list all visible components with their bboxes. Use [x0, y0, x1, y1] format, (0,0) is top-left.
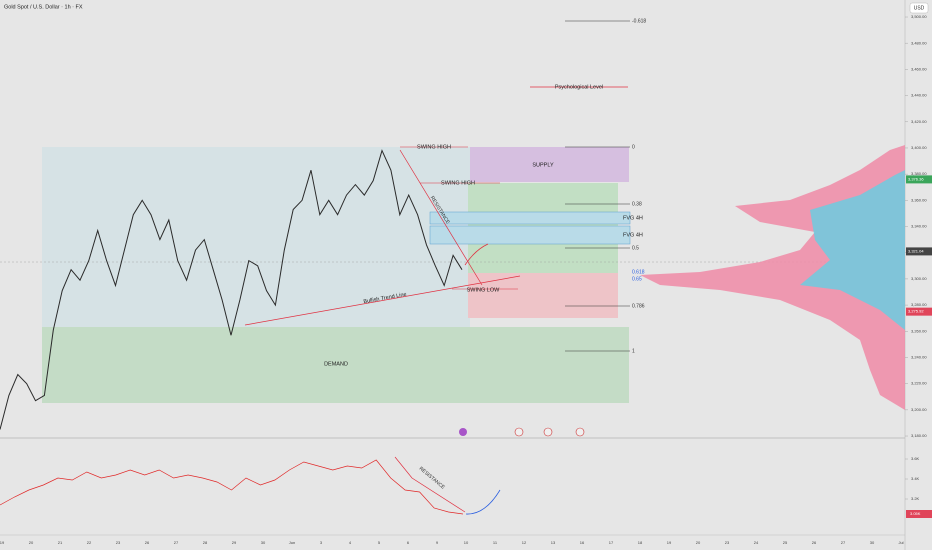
y-tick-label: 3,340.00 [911, 224, 927, 229]
x-tick-label: 3 [320, 540, 323, 545]
x-tick-label: 13 [551, 540, 556, 545]
range-box [42, 147, 470, 327]
x-tick-label: 6 [407, 540, 410, 545]
x-tick-label: Jun [289, 540, 295, 545]
x-tick-label: 9 [436, 540, 439, 545]
x-tick-label: 21 [58, 540, 63, 545]
volume-profile [800, 170, 905, 330]
x-tick-label: 30 [261, 540, 266, 545]
y-tick-label: 3,400.00 [911, 145, 927, 150]
y-tick-label: 3,420.00 [911, 119, 927, 124]
x-tick-label: 18 [638, 540, 643, 545]
x-tick-label: 16 [580, 540, 585, 545]
price-badge-label: 3,275.92 [908, 309, 924, 314]
stop-zone [468, 273, 618, 318]
y-tick-label: 3,480.00 [911, 40, 927, 45]
y-tick-label: 3.4K [911, 476, 920, 481]
x-tick-label: 10 [464, 540, 469, 545]
y-tick-label: 3,380.00 [911, 171, 927, 176]
x-tick-label: 29 [232, 540, 237, 545]
price-badge [906, 307, 932, 316]
y-tick-label: 3,460.00 [911, 66, 927, 71]
y-tick-label: 3,260.00 [911, 328, 927, 333]
x-tick-label: 26 [145, 540, 150, 545]
event-icons [459, 427, 585, 437]
price-badge-label: 3,376.36 [908, 176, 924, 181]
indicator-projection [465, 489, 501, 515]
annotation: SWING LOW [467, 287, 501, 293]
x-tick-label: 19 [0, 540, 5, 545]
y-tick-label: 3.6K [911, 456, 920, 461]
annotation: FVG 4H [623, 232, 643, 238]
x-tick-label: 22 [87, 540, 92, 545]
y-tick-label: 3,360.00 [911, 197, 927, 202]
x-tick-label: 30 [870, 540, 875, 545]
annotation: 0.5 [632, 245, 639, 251]
annotation: SWING HIGH [441, 180, 475, 186]
annotation: FVG 4H [623, 215, 643, 221]
event-icon [514, 427, 524, 437]
x-tick-label: 11 [493, 540, 498, 545]
y-tick-label: 3,300.00 [911, 276, 927, 281]
price-badge [906, 175, 932, 184]
y-tick-label: 3.2K [911, 496, 920, 501]
indicator-resistance-line [394, 456, 466, 513]
x-tick-label: Jul [898, 540, 903, 545]
annotation: 0 [632, 144, 635, 150]
x-tick-label: 19 [667, 540, 672, 545]
price-badge [906, 247, 932, 256]
annotation: Psychological Level [555, 84, 603, 90]
chart-title: Gold Spot / U.S. Dollar · 1h · FX [4, 4, 83, 10]
annotation: 0.38 [632, 201, 642, 207]
event-icon [543, 427, 553, 437]
price-badge-label: 3,321.04 [908, 248, 924, 253]
fvg-box [429, 225, 631, 245]
annotation: SUPPLY [532, 162, 554, 168]
y-tick-label: 3,200.00 [911, 407, 927, 412]
x-tick-label: 23 [116, 540, 121, 545]
annotation: 0.618 [632, 269, 645, 275]
fib-lines [565, 20, 630, 352]
currency[interactable]: USD [914, 5, 925, 11]
resistance-line [399, 149, 483, 286]
x-tick-label: 26 [812, 540, 817, 545]
event-icon [459, 428, 467, 436]
x-tick-label: 25 [783, 540, 788, 545]
supply-zone [470, 147, 629, 182]
y-tick-label: 3,280.00 [911, 302, 927, 307]
annotation: -0.618 [632, 18, 646, 24]
projection-arrow [464, 243, 489, 266]
currency-button[interactable] [909, 2, 929, 14]
x-tick-label: 23 [725, 540, 730, 545]
x-tick-label: 27 [841, 540, 846, 545]
event-icon [575, 427, 585, 437]
x-tick-label: 24 [754, 540, 759, 545]
annotation: 0.65 [632, 276, 642, 282]
annotation: 1 [632, 348, 635, 354]
annotation: 0.786 [632, 303, 645, 309]
x-tick-label: 17 [609, 540, 614, 545]
trend-line [244, 275, 521, 326]
indicator-badge-label: 3.05K [910, 511, 921, 516]
indicator-badge [906, 510, 932, 518]
fvg-box [429, 211, 631, 225]
x-tick-label: 12 [522, 540, 527, 545]
x-tick-label: 28 [203, 540, 208, 545]
x-tick-label: 4 [349, 540, 352, 545]
demand-zone [42, 327, 629, 403]
annotation: DEMAND [324, 361, 348, 367]
y-tick-label: 3,240.00 [911, 355, 927, 360]
y-tick-label: 3,180.00 [911, 433, 927, 438]
y-tick-label: 3,500.00 [911, 14, 927, 19]
x-tick-label: 20 [696, 540, 701, 545]
x-tick-label: 27 [174, 540, 179, 545]
x-tick-label: 5 [378, 540, 381, 545]
price-line [0, 149, 463, 430]
annotation: SWING HIGH [417, 144, 451, 150]
x-tick-label: 20 [29, 540, 34, 545]
price-line [0, 459, 464, 515]
y-tick-label: 3,440.00 [911, 93, 927, 98]
y-tick-label: 3,220.00 [911, 381, 927, 386]
